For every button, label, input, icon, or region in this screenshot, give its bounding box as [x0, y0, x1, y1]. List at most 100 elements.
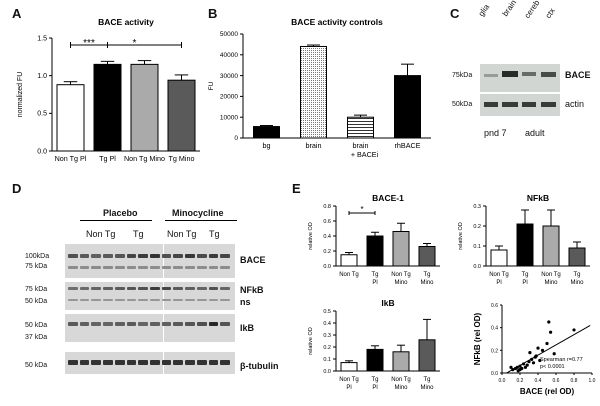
- y-tick-label: 0.0: [323, 369, 331, 375]
- blot-d-band: [173, 322, 184, 326]
- x-tick-label: Tg: [371, 272, 378, 278]
- blot-d-band: [150, 287, 160, 290]
- x-tick-label: Non Tg: [339, 377, 359, 383]
- chart-e-ikb: IkB 0.0 0.1 0.2 0.3 0.4 0.5 relative OD Non Tg Pl…: [308, 298, 440, 391]
- blot-d-band: [79, 287, 90, 290]
- blot-d-band: [161, 322, 172, 326]
- blot-c-marker-50: 50kDa: [452, 101, 473, 108]
- blot-d-marker: 50 kDa: [25, 322, 48, 329]
- blot-d-band: [79, 360, 90, 365]
- blot-d-band: [68, 299, 78, 301]
- y-axis-label: normalized FU: [17, 72, 24, 118]
- blot-d-band: [68, 287, 78, 290]
- x-tick-label: Pl: [522, 280, 527, 286]
- blot-d-band: [208, 322, 219, 326]
- y-axis-label: NFkB (rel OD): [473, 312, 482, 365]
- x-tick-label: Non Tg: [339, 272, 359, 278]
- blot-d-marker: 75 kDa: [25, 263, 48, 270]
- x-tick-label: Pl: [346, 385, 351, 391]
- x-tick-label: Tg Pl: [99, 154, 116, 163]
- x-tick-label: 0.4: [535, 378, 542, 384]
- bar: [366, 235, 384, 267]
- blot-d-band: [103, 266, 113, 269]
- bar: [130, 63, 159, 152]
- blot-d-band: [196, 254, 207, 258]
- panel-label-d: D: [12, 181, 22, 196]
- blot-d-label-ikb: IkB: [240, 323, 255, 333]
- blot-d-band: [91, 299, 102, 301]
- blot-d-strip-nfkb: [65, 282, 235, 310]
- blot-d-band: [91, 287, 102, 290]
- blot-d-band: [68, 360, 78, 365]
- scatter-point: [509, 365, 513, 369]
- blot-d-band: [220, 299, 230, 301]
- blot-d-marker: 50 kDa: [25, 362, 48, 369]
- chart-a-bace-activity: BACE activity 0.0 0.5 1.0 1.5 normalized FU No…: [17, 17, 200, 163]
- blot-d-band: [220, 322, 230, 326]
- bar: [490, 249, 508, 267]
- blot-d-band: [150, 254, 160, 258]
- y-tick-label: 0.4: [491, 326, 498, 332]
- blot-d-group-line: [80, 220, 152, 221]
- bar: [93, 63, 122, 152]
- bar: [542, 225, 560, 267]
- y-tick-label: 0.3: [473, 204, 481, 210]
- sig-label: *: [133, 38, 137, 49]
- blot-d-band: [91, 254, 102, 258]
- blot-d-band: [150, 322, 160, 326]
- blot-d-band: [103, 254, 113, 258]
- x-tick-label: Non Tg: [391, 272, 411, 278]
- blot-d-band: [138, 266, 148, 269]
- blot-c-band: [502, 102, 518, 107]
- x-tick-label: Non Tg: [391, 377, 411, 383]
- y-tick-label: 0.3: [323, 333, 331, 339]
- y-tick-label: 0.6: [323, 219, 331, 225]
- chart-title: BACE-1: [372, 193, 404, 203]
- blot-d-band: [150, 266, 160, 269]
- scatter-point: [540, 348, 545, 352]
- x-tick-label: Mino: [420, 280, 434, 286]
- y-axis-label: relative OD: [458, 222, 464, 250]
- blot-d-band: [161, 254, 172, 258]
- blot-d-band: [126, 266, 137, 269]
- y-tick-label: 0.6: [491, 303, 498, 309]
- blot-d-band: [196, 287, 207, 290]
- x-tick-label: rhBACE: [395, 141, 421, 150]
- chart-title: NFkB: [527, 193, 549, 203]
- blot-d-band: [185, 322, 195, 326]
- blot-c-bace-strip: [480, 64, 560, 92]
- blot-d-band: [173, 299, 184, 301]
- y-tick-label: 0.2: [323, 345, 331, 351]
- blot-d-strip-bace: [65, 244, 235, 278]
- blot-d-band: [150, 360, 160, 365]
- x-tick-label: Tg: [521, 272, 528, 278]
- x-tick-label: Mino: [394, 280, 408, 286]
- blot-d-marker: 37 kDa: [25, 334, 48, 341]
- blot-d-band: [103, 322, 113, 326]
- chart-e-nfkb: NFkB 0.0 0.1 0.2 0.3 relative OD Non Tg Pl Tg Pl N…: [458, 193, 590, 286]
- bar: [418, 246, 436, 267]
- blot-d-band: [208, 360, 219, 365]
- blot-d-band: [68, 254, 78, 258]
- blot-d-band: [91, 266, 102, 269]
- blot-d-band: [114, 322, 125, 326]
- blot-d-band: [185, 360, 195, 365]
- scatter-point: [528, 351, 532, 355]
- scatter-point: [545, 341, 549, 346]
- x-tick-label: brain: [353, 141, 369, 150]
- blot-d-band: [150, 299, 160, 301]
- blot-d-band: [161, 360, 172, 365]
- blot-d-sub-nontg2: Non Tg: [167, 229, 197, 239]
- chart-e-bace1: BACE-1 0.0 0.2 0.4 0.6 0.8 relative OD Non Tg Tg…: [308, 193, 440, 286]
- bar: [253, 126, 280, 139]
- y-tick-label: 0.4: [323, 321, 331, 327]
- y-tick-label: 50000: [220, 31, 238, 38]
- blot-c-lane-glia: glia: [476, 2, 492, 18]
- blot-d-band: [161, 299, 172, 301]
- y-tick-label: 0.2: [491, 348, 498, 354]
- blot-d-sub-nontg: Non Tg: [86, 229, 116, 239]
- bar: [392, 231, 410, 267]
- blot-d-label-ns: ns: [240, 297, 251, 307]
- blot-c-label-bace: BACE: [565, 70, 591, 80]
- blot-d-band: [220, 360, 230, 365]
